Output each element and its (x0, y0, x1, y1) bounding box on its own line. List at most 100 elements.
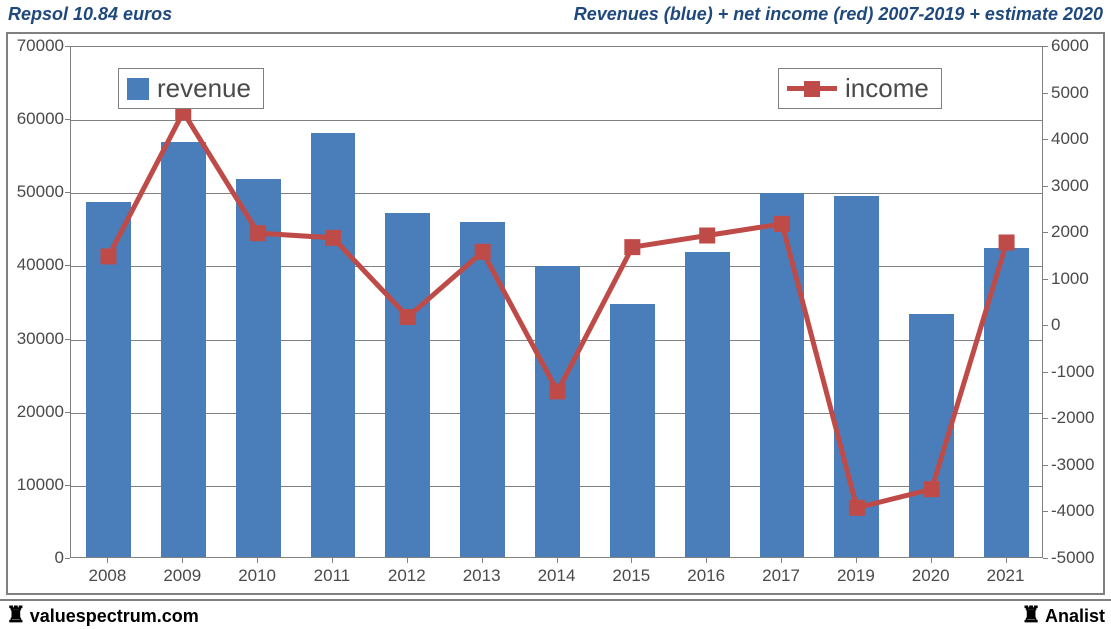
gridline (71, 120, 1042, 121)
x-tick-label: 2019 (837, 566, 875, 586)
y-right-tick-label: -2000 (1051, 408, 1094, 428)
x-tick (781, 558, 782, 563)
rook-icon: ♜ (6, 602, 26, 627)
footer-right-text: Analist (1045, 606, 1105, 626)
x-tick (1006, 558, 1007, 563)
y-right-tick-label: 3000 (1051, 176, 1089, 196)
footer-right: ♜Analist (1021, 602, 1105, 628)
y-left-tick (65, 46, 70, 47)
y-right-tick (1043, 465, 1048, 466)
y-right-tick (1043, 46, 1048, 47)
header-left-text: Repsol 10.84 euros (8, 4, 172, 25)
x-tick (182, 558, 183, 563)
y-right-tick (1043, 139, 1048, 140)
revenue-bar (236, 179, 281, 557)
y-left-tick (65, 265, 70, 266)
x-tick (931, 558, 932, 563)
y-right-tick (1043, 325, 1048, 326)
legend-revenue: revenue (118, 68, 264, 109)
x-tick-label: 2010 (238, 566, 276, 586)
y-left-tick (65, 558, 70, 559)
legend-label-income: income (845, 73, 929, 104)
x-tick (631, 558, 632, 563)
chart-footer: ♜valuespectrum.com ♜Analist (0, 599, 1111, 629)
revenue-bar (610, 304, 655, 557)
revenue-bar (834, 196, 879, 557)
x-tick-label: 2014 (538, 566, 576, 586)
income-marker (699, 228, 715, 244)
revenue-bar (984, 248, 1029, 557)
y-right-tick (1043, 279, 1048, 280)
y-left-tick-label: 70000 (8, 36, 64, 56)
chart-container: Repsol 10.84 euros Revenues (blue) + net… (0, 0, 1111, 627)
y-right-tick-label: -5000 (1051, 548, 1094, 568)
legend-label-revenue: revenue (157, 73, 251, 104)
y-left-tick (65, 119, 70, 120)
y-right-tick (1043, 418, 1048, 419)
y-left-tick (65, 192, 70, 193)
y-right-tick (1043, 186, 1048, 187)
x-tick-label: 2017 (762, 566, 800, 586)
y-left-tick-label: 50000 (8, 182, 64, 202)
x-tick (706, 558, 707, 563)
x-tick-label: 2020 (912, 566, 950, 586)
revenue-bar (385, 213, 430, 557)
chart-header: Repsol 10.84 euros Revenues (blue) + net… (0, 0, 1111, 28)
x-tick-label: 2016 (687, 566, 725, 586)
footer-left-text: valuespectrum.com (30, 606, 199, 626)
legend-swatch-income (787, 78, 837, 100)
revenue-bar (86, 202, 131, 557)
y-right-tick-label: 2000 (1051, 222, 1089, 242)
y-left-tick (65, 412, 70, 413)
x-tick-label: 2013 (463, 566, 501, 586)
y-right-tick-label: 4000 (1051, 129, 1089, 149)
rook-icon: ♜ (1021, 602, 1041, 627)
y-right-tick-label: 0 (1051, 315, 1060, 335)
x-tick (107, 558, 108, 563)
y-right-tick-label: -3000 (1051, 455, 1094, 475)
revenue-bar (535, 266, 580, 557)
x-tick-label: 2021 (987, 566, 1025, 586)
x-tick-label: 2009 (163, 566, 201, 586)
x-tick (856, 558, 857, 563)
y-left-tick-label: 20000 (8, 402, 64, 422)
x-tick-label: 2012 (388, 566, 426, 586)
x-tick (557, 558, 558, 563)
plot-area (70, 46, 1043, 558)
revenue-bar (460, 222, 505, 557)
revenue-bar (311, 133, 356, 557)
y-right-tick-label: 5000 (1051, 83, 1089, 103)
y-left-tick (65, 485, 70, 486)
x-tick-label: 2015 (612, 566, 650, 586)
revenue-bar (685, 252, 730, 557)
y-left-tick-label: 10000 (8, 475, 64, 495)
x-tick-label: 2008 (89, 566, 127, 586)
x-tick (407, 558, 408, 563)
y-right-tick (1043, 511, 1048, 512)
chart-area: 010000200003000040000500006000070000-500… (0, 28, 1111, 599)
revenue-bar (161, 142, 206, 557)
footer-left: ♜valuespectrum.com (6, 602, 199, 628)
revenue-bar (760, 193, 805, 557)
legend-income: income (778, 68, 942, 109)
y-left-tick-label: 30000 (8, 329, 64, 349)
y-right-tick-label: 6000 (1051, 36, 1089, 56)
income-marker (624, 239, 640, 255)
header-right-text: Revenues (blue) + net income (red) 2007-… (574, 4, 1103, 25)
y-left-tick (65, 339, 70, 340)
y-right-tick (1043, 372, 1048, 373)
x-tick (332, 558, 333, 563)
y-right-tick-label: -1000 (1051, 362, 1094, 382)
y-left-tick-label: 40000 (8, 255, 64, 275)
y-left-tick-label: 0 (8, 548, 64, 568)
y-right-tick (1043, 232, 1048, 233)
x-tick (482, 558, 483, 563)
revenue-bar (909, 314, 954, 557)
y-left-tick-label: 60000 (8, 109, 64, 129)
y-right-tick-label: -4000 (1051, 501, 1094, 521)
legend-swatch-revenue (127, 78, 149, 100)
x-tick-label: 2011 (314, 566, 351, 586)
y-right-tick-label: 1000 (1051, 269, 1089, 289)
gridline (71, 193, 1042, 194)
y-right-tick (1043, 558, 1048, 559)
